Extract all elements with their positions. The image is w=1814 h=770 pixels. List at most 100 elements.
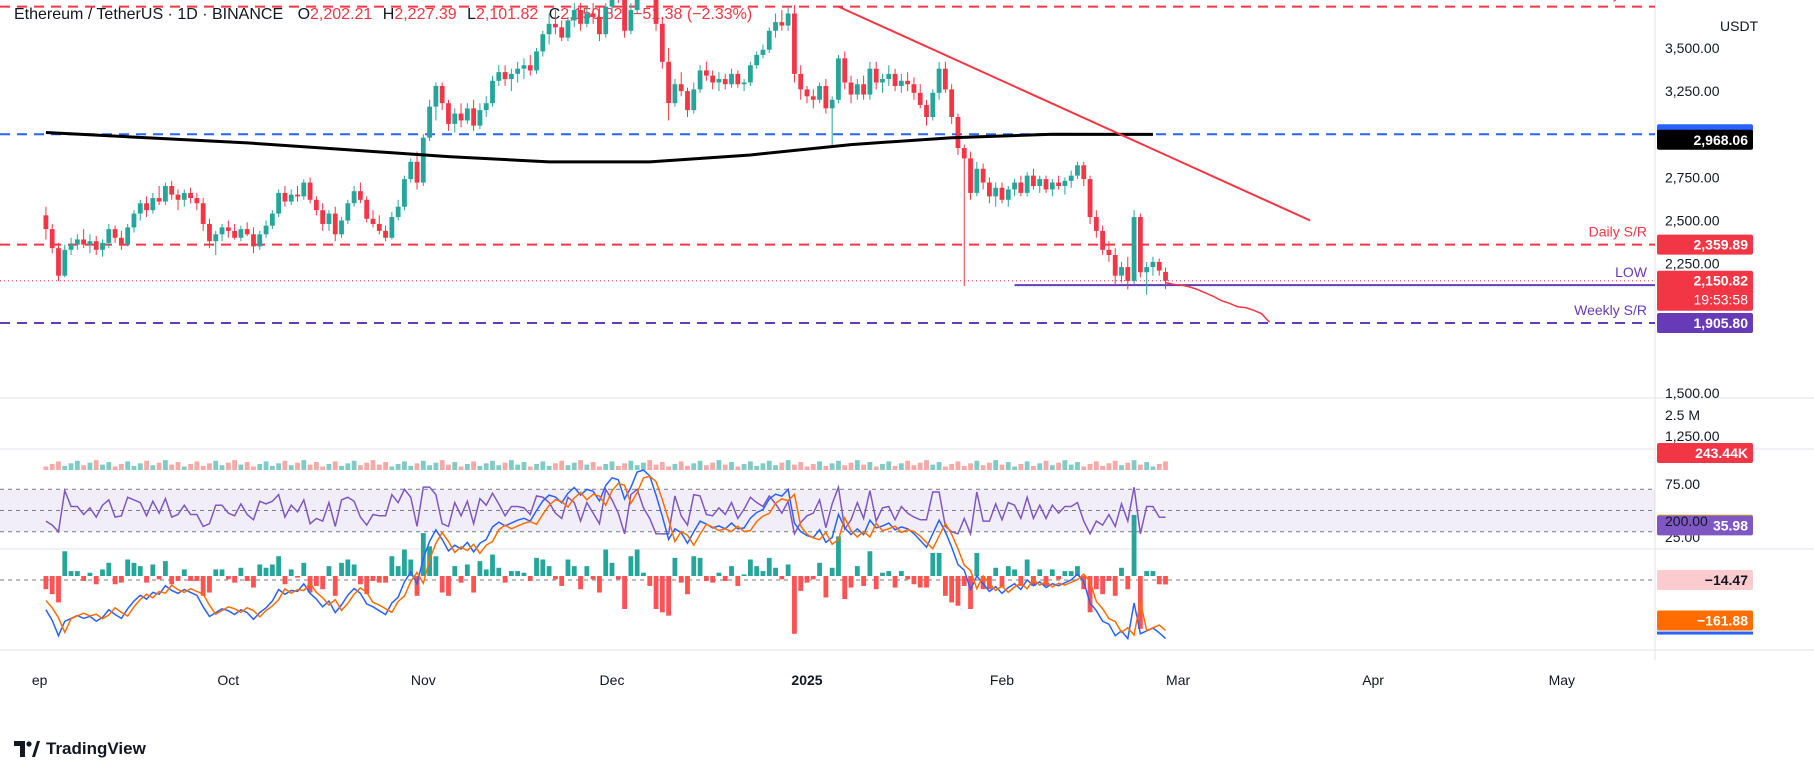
- volume-bar: [483, 463, 489, 470]
- candle-body: [508, 73, 514, 80]
- volume-bar: [1081, 466, 1087, 470]
- volume-bar: [590, 462, 596, 470]
- rsi-text: 35.98: [1713, 517, 1748, 533]
- volume-bar: [678, 461, 684, 470]
- macd-histogram-bar: [559, 576, 565, 586]
- candle-body: [477, 110, 483, 126]
- volume-bar: [760, 463, 766, 470]
- volume-bar: [1150, 466, 1156, 470]
- macd-histogram-bar: [609, 562, 615, 577]
- volume-bar: [703, 465, 709, 470]
- currency-unit[interactable]: USDT: [1720, 18, 1759, 34]
- macd-histogram-bar: [955, 576, 961, 606]
- brand-logo[interactable]: TradingView: [14, 739, 146, 759]
- level-badge-2: [1657, 234, 1753, 255]
- volume-bar: [754, 465, 760, 470]
- price-chart[interactable]: 3,500.00 3,250.00 2,750.00 2,500.00 2,250.00…: [0, 0, 1814, 730]
- candle-body: [383, 230, 388, 238]
- macd-histogram-bar: [339, 562, 344, 577]
- volume-bar: [1119, 465, 1124, 470]
- volume-bar: [898, 463, 904, 470]
- candle-body: [1012, 182, 1017, 190]
- volume-bar: [144, 460, 149, 470]
- macd-histogram-bar: [100, 569, 105, 577]
- macd-histogram-bar: [886, 571, 892, 577]
- macd-histogram-bar: [999, 576, 1005, 588]
- macd-histogram-bar: [508, 571, 514, 577]
- candle-body: [571, 10, 577, 21]
- candle-body: [106, 229, 112, 243]
- volume-bar: [993, 460, 999, 470]
- macd-histogram-bar: [747, 559, 753, 577]
- candle-body: [269, 213, 275, 226]
- volume-bar: [886, 461, 892, 470]
- macd-histogram-bar: [829, 567, 835, 577]
- candle-body: [364, 199, 370, 219]
- macd-histogram-bar: [464, 564, 470, 577]
- candle-body: [716, 79, 722, 83]
- volume-bar: [584, 464, 590, 470]
- candle-body: [773, 22, 778, 31]
- volume-bar: [87, 462, 93, 470]
- candle-body: [880, 79, 885, 83]
- macd-histogram-bar: [1150, 571, 1156, 577]
- candle-body: [993, 187, 999, 197]
- y-tick-label-4: 2,250.00: [1665, 256, 1720, 272]
- volume-bar: [62, 465, 68, 470]
- macd-histogram-bar: [150, 564, 156, 577]
- macd-histogram-bar: [779, 576, 785, 580]
- macd-histogram-bar: [219, 569, 225, 577]
- volume-bar: [578, 460, 583, 470]
- candle-body: [917, 92, 923, 105]
- volume-bar: [358, 465, 363, 470]
- sma-200-line: [45, 131, 1153, 164]
- volume-bar: [370, 460, 376, 470]
- macd-histogram-bar: [1125, 576, 1131, 590]
- x-tick-label-8: May: [1549, 672, 1575, 688]
- macd-histogram-bar: [880, 572, 885, 577]
- symbol-title[interactable]: Ethereum / TetherUS · 1D · BINANCE: [14, 6, 284, 23]
- volume-bar: [867, 462, 873, 470]
- macd-histogram-bar: [490, 554, 495, 577]
- macd-histogram-bar: [773, 567, 778, 577]
- macd-histogram-bar: [578, 576, 583, 590]
- volume-bar: [251, 466, 256, 470]
- candle-body: [685, 91, 690, 111]
- candle-body: [74, 239, 80, 245]
- volume-bar: [269, 465, 275, 470]
- volume-bar: [1112, 460, 1118, 470]
- volume-bar: [1037, 463, 1043, 470]
- candle-body: [1037, 179, 1043, 186]
- macd-histogram-bar: [383, 576, 388, 583]
- candle-body: [1062, 180, 1068, 186]
- candle-body: [842, 58, 848, 83]
- volume-bar: [527, 466, 533, 470]
- macd-histogram-bar: [200, 576, 206, 596]
- macd-badge-edge: [1657, 631, 1753, 635]
- macd-histogram-bar: [156, 576, 162, 580]
- candle-body: [691, 89, 697, 111]
- volume-bar: [490, 460, 495, 470]
- macd-histogram-bar: [553, 576, 558, 580]
- rsi-line: [45, 484, 1166, 537]
- macd-histogram-bar: [949, 576, 955, 603]
- level-badge-text-2: 2,359.89: [1694, 237, 1749, 253]
- macd-histogram-bar: [861, 576, 867, 586]
- macd-histogram-bar: [691, 556, 697, 577]
- macd-histogram-bar: [961, 576, 967, 586]
- volume-bar: [1062, 460, 1068, 470]
- volume-bar: [402, 461, 407, 470]
- candle-body: [332, 213, 338, 235]
- macd-histogram-bar: [1093, 576, 1099, 590]
- last-price-badge: [1657, 270, 1753, 311]
- volume-bar: [861, 464, 867, 470]
- level-badge-text-4: 1,905.80: [1694, 315, 1749, 331]
- volume-bar: [873, 466, 879, 470]
- volume-bar: [565, 465, 571, 470]
- candle-body: [301, 182, 307, 197]
- macd-histogram-bar: [118, 576, 124, 583]
- volume-bar: [659, 462, 665, 470]
- candle-body: [100, 242, 105, 250]
- candle-body: [936, 68, 942, 93]
- candle-body: [741, 82, 747, 85]
